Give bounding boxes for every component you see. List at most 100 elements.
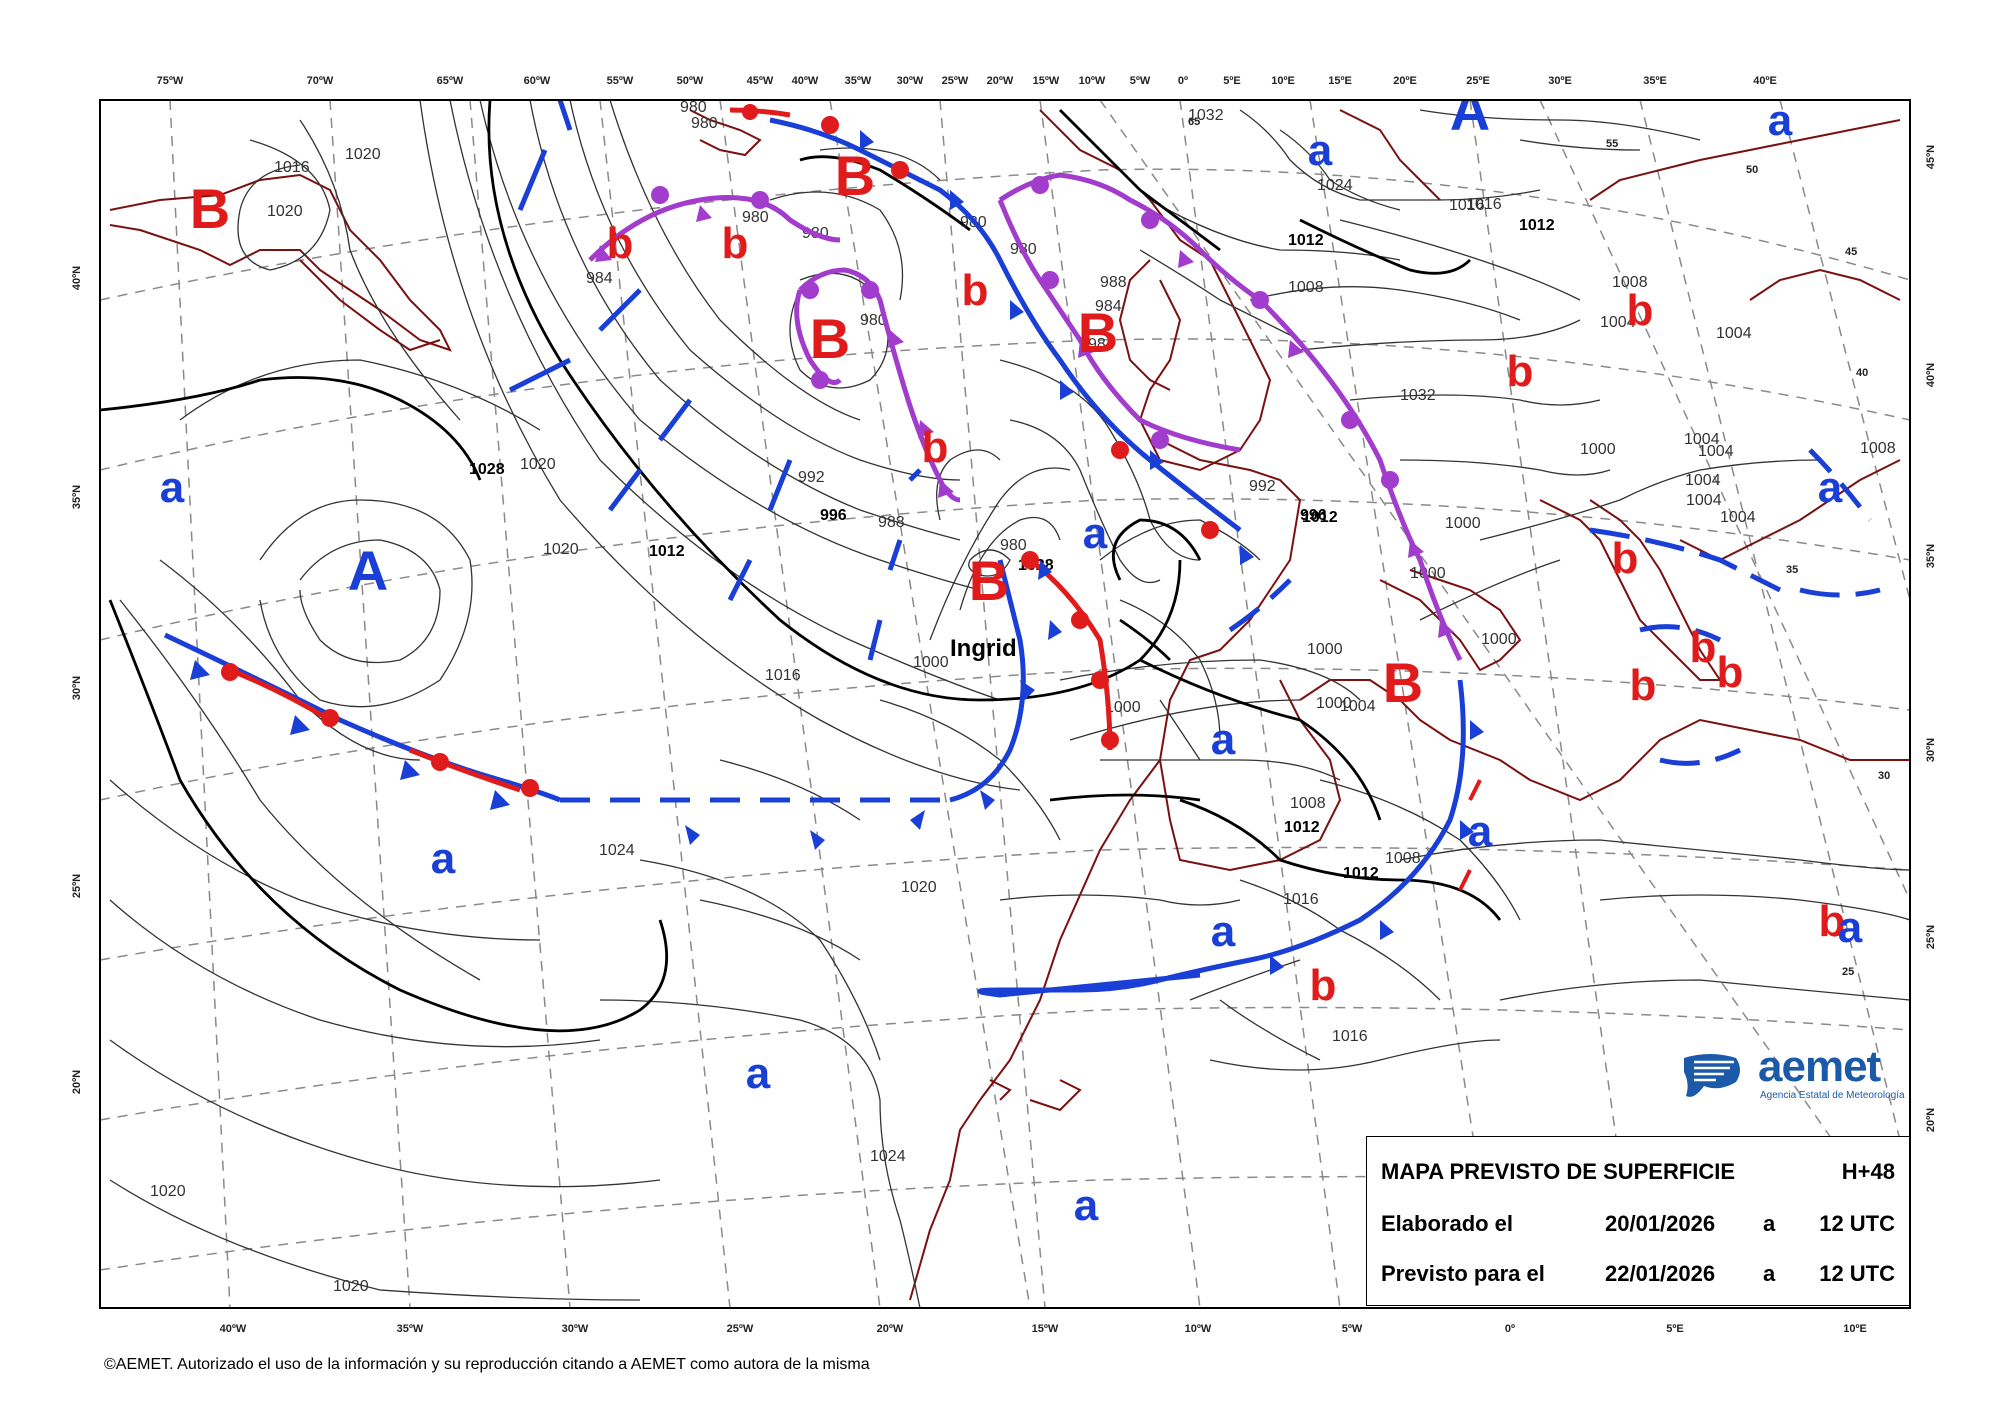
relative-low-label: b — [1690, 623, 1717, 672]
relative-low-label: b — [1507, 347, 1534, 396]
top-lon-label: 15ºW — [1033, 75, 1060, 87]
pressure-centers: B B B B B B A A — [190, 100, 1490, 714]
isobar-label: 1016 — [765, 667, 801, 684]
low-pressure-center: B — [835, 144, 875, 207]
relative-high-label: a — [431, 834, 456, 883]
high-pressure-center: A — [348, 539, 388, 602]
isobar-label: 1016 — [1449, 197, 1485, 214]
aemet-logo: aemet Agencia Estatal de Meteorología — [1680, 1042, 1910, 1108]
isobar-label: 1000 — [1316, 695, 1352, 712]
graticule — [100, 100, 1910, 1308]
forecast-range: H+48 — [1841, 1159, 1895, 1184]
valid-time: 12 UTC — [1819, 1261, 1895, 1286]
isobar-label: 1008 — [1612, 274, 1648, 291]
isobar-label: 984 — [586, 270, 613, 287]
top-lon-label: 65ºW — [437, 75, 464, 87]
isobar-label: 980 — [860, 312, 887, 329]
isobar-label: 1020 — [150, 1183, 186, 1200]
top-lon-label: 5ºE — [1223, 75, 1240, 87]
valid-label: Previsto para el — [1381, 1261, 1545, 1286]
isobar-label: 1032 — [1188, 107, 1224, 124]
right-latitude-labels: 45ºN 40ºN 35ºN 30ºN 25ºN 20ºN 65 55 50 45 40 35 30 25 — [1188, 116, 1937, 1132]
top-lon-label: 30ºE — [1548, 75, 1572, 87]
top-lon-label: 40ºW — [792, 75, 819, 87]
relative-low-label: b — [1630, 661, 1657, 710]
isobar-label: 1000 — [1307, 641, 1343, 658]
relative-high-label: a — [1308, 126, 1333, 175]
isobar-label: 1008 — [1385, 850, 1421, 867]
map-title: MAPA PREVISTO DE SUPERFICIE — [1381, 1159, 1736, 1184]
isobar-label: 980 — [742, 209, 769, 226]
info-title-row: MAPA PREVISTO DE SUPERFICIE H+48 — [1381, 1159, 1895, 1189]
relative-low-label: b — [607, 219, 634, 268]
inner-lat-label: 45 — [1845, 246, 1857, 258]
top-lon-label: 30ºW — [897, 75, 924, 87]
top-longitude-labels: 75ºW 70ºW 65ºW 60ºW 55ºW 50ºW 45ºW 40ºW 35ºW 30ºW… — [157, 75, 1777, 87]
isobar-label: 992 — [798, 469, 825, 486]
relative-low-label: b — [1627, 286, 1654, 335]
relative-low-label: b — [1717, 648, 1744, 697]
top-lon-label: 25ºW — [942, 75, 969, 87]
isobar-label: 1004 — [1340, 698, 1376, 715]
isobar-label: 1020 — [267, 203, 303, 220]
top-lon-label: 75ºW — [157, 75, 184, 87]
isobar-label: 980 — [691, 115, 718, 132]
weather-fronts — [163, 100, 1881, 998]
isobar-label: 1024 — [870, 1148, 906, 1165]
isobar-label: 1004 — [1720, 509, 1756, 526]
top-lon-label: 45ºW — [747, 75, 774, 87]
left-latitude-labels: 40ºN 35ºN 30ºN 25ºN 20ºN — [71, 266, 83, 1094]
isobar-label: 1000 — [1445, 515, 1481, 532]
top-lon-label: 15ºE — [1328, 75, 1352, 87]
relative-low-label: b — [722, 219, 749, 268]
isobar-label: 1016 — [1332, 1028, 1368, 1045]
isobars — [109, 100, 1910, 1308]
storm-name-label: Ingrid — [950, 635, 1017, 662]
top-lon-label: 20ºE — [1393, 75, 1417, 87]
valid-date: 22/01/2026 — [1605, 1261, 1716, 1286]
right-lat-label: 20ºN — [1925, 1108, 1937, 1132]
logo-subtitle: Agencia Estatal de Meteorología — [1760, 1090, 1905, 1101]
bottom-lon-label: 5ºW — [1342, 1323, 1363, 1335]
bottom-lon-label: 5ºE — [1666, 1323, 1683, 1335]
bottom-lon-label: 10ºE — [1843, 1323, 1867, 1335]
isobar-label: 1008 — [1290, 795, 1326, 812]
isobar-label: 1012 — [1519, 217, 1555, 234]
top-lon-label: 35ºE — [1643, 75, 1667, 87]
isobar-label: 1020 — [901, 879, 937, 896]
isobar-label: 1016 — [274, 159, 310, 176]
isobar-label: 996 — [820, 507, 847, 524]
top-lon-label: 10ºE — [1271, 75, 1295, 87]
relative-high-label: a — [1074, 1181, 1099, 1230]
isobar-label: 1004 — [1684, 431, 1720, 448]
relative-low-label: b — [1819, 897, 1846, 946]
top-lon-label: 20ºW — [987, 75, 1014, 87]
relative-high-label: a — [1768, 96, 1793, 145]
isobar-label: 988 — [878, 514, 905, 531]
left-lat-label: 30ºN — [71, 676, 83, 700]
isobar-label: 1012 — [649, 543, 685, 560]
low-pressure-center: B — [1078, 301, 1118, 364]
inner-lat-label: 40 — [1856, 367, 1868, 379]
inner-lat-label: 25 — [1842, 966, 1854, 978]
isobar-label: 1008 — [1288, 279, 1324, 296]
inner-lat-label: 50 — [1746, 164, 1758, 176]
isobar-label: 1008 — [1860, 440, 1896, 457]
isobar-label: 1000 — [1481, 631, 1517, 648]
issued-a: a — [1763, 1211, 1776, 1236]
issued-date: 20/01/2026 — [1605, 1211, 1716, 1236]
top-lon-label: 10ºW — [1079, 75, 1106, 87]
isobar-label: 1004 — [1698, 443, 1734, 460]
isobar-label: 1000 — [1410, 565, 1446, 582]
top-lon-label: 70ºW — [307, 75, 334, 87]
right-lat-label: 35ºN — [1925, 544, 1937, 568]
info-valid-row: Previsto para el 22/01/2026 a 12 UTC — [1381, 1261, 1895, 1291]
isobar-label: 1032 — [1400, 387, 1436, 404]
isobar-label: 1004 — [1685, 472, 1721, 489]
isobar-label: 1020 — [543, 541, 579, 558]
isobar-label: 1024 — [599, 842, 635, 859]
top-lon-label: 0º — [1178, 75, 1188, 87]
isobar-label: 988 — [1100, 274, 1127, 291]
